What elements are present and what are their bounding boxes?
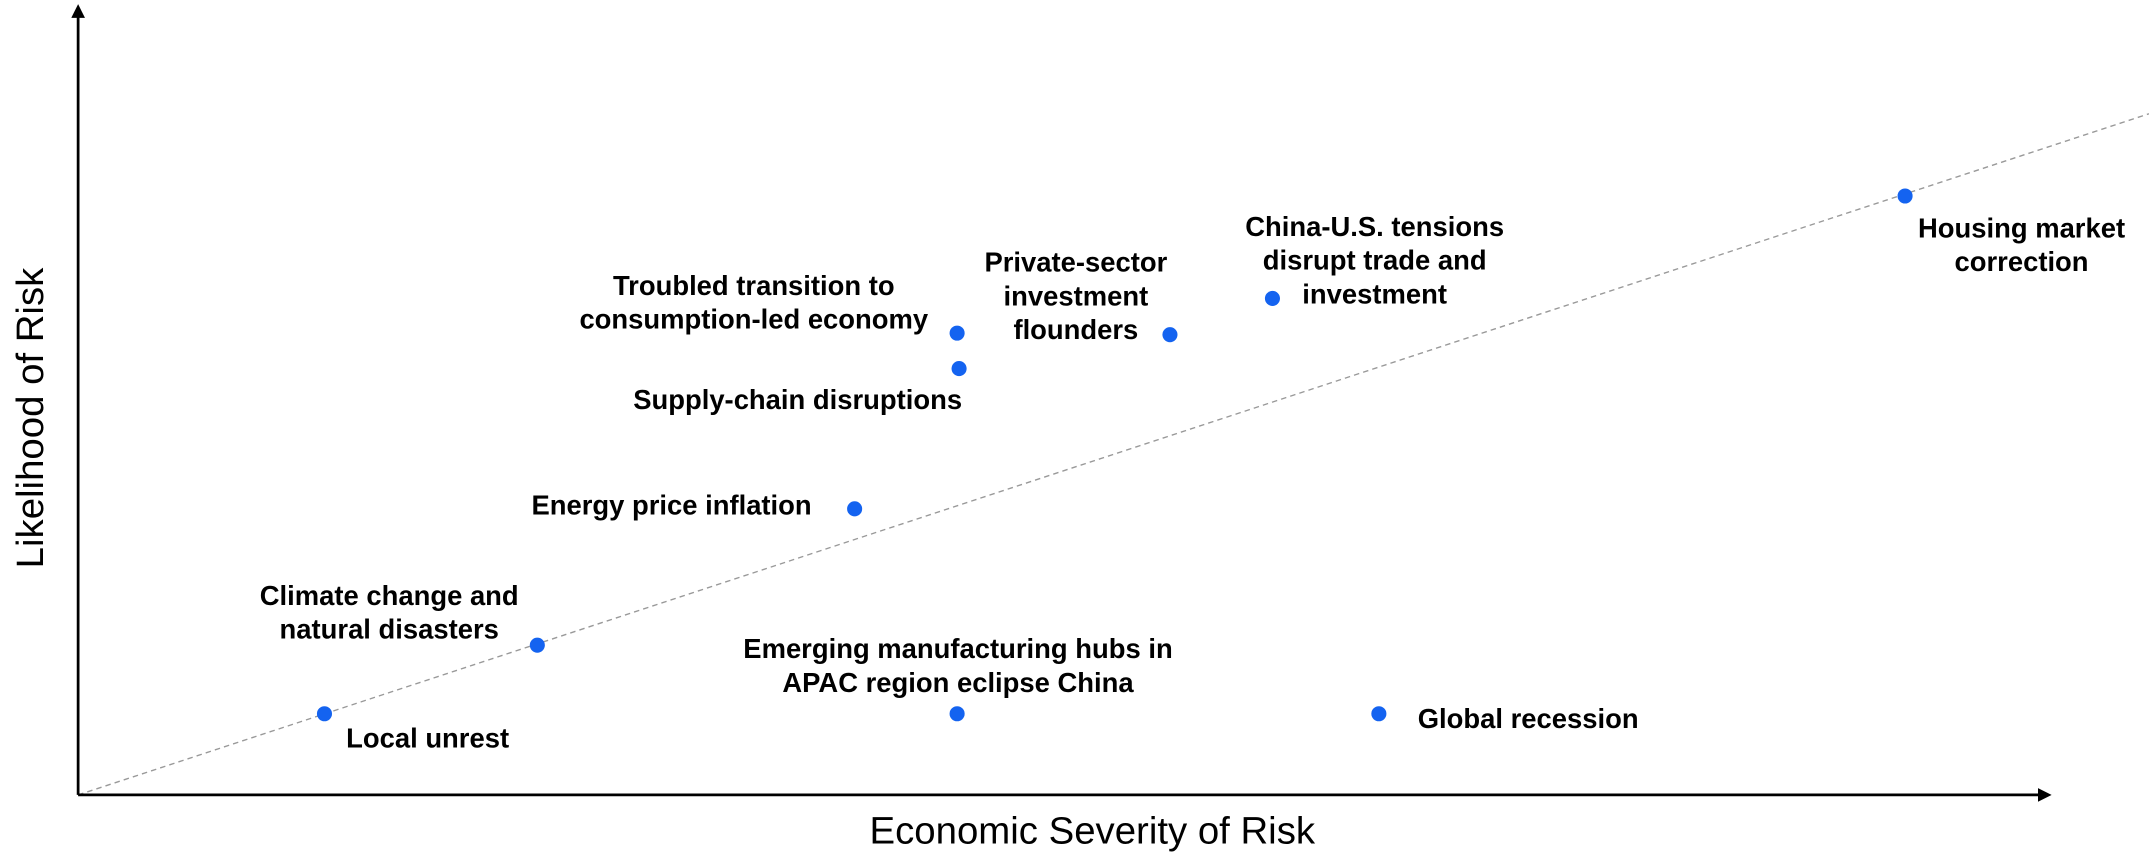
point-label: Private-sector [984, 247, 1167, 278]
point-label: natural disasters [280, 613, 499, 644]
point [529, 637, 545, 653]
point [1897, 188, 1913, 204]
point-label: APAC region eclipse China [782, 667, 1134, 698]
point-label: Supply-chain disruptions [633, 384, 962, 415]
point [951, 361, 967, 377]
point [1162, 327, 1178, 343]
point-label: Troubled transition to [613, 270, 895, 301]
point-label: flounders [1013, 314, 1138, 345]
point-label: Local unrest [346, 722, 509, 753]
point [949, 706, 965, 722]
point-label: China-U.S. tensions [1245, 211, 1504, 242]
point [316, 706, 333, 722]
point-label: disrupt trade and [1263, 245, 1487, 276]
point [1264, 290, 1280, 306]
point-label: Housing market [1918, 212, 2125, 243]
point-label: Global recession [1418, 703, 1639, 734]
point [949, 325, 965, 341]
point [847, 501, 863, 517]
point-label: consumption-led economy [579, 304, 928, 335]
point-label: correction [1955, 246, 2089, 277]
point-label: Climate change and [260, 580, 519, 611]
point-label: investment [1302, 278, 1447, 309]
y-axis-title: Likelihood of Risk [9, 267, 52, 568]
point-label: investment [1004, 280, 1149, 311]
point-label: Energy price inflation [531, 489, 811, 520]
trend-line [77, 113, 2149, 796]
point [1371, 706, 1387, 722]
x-axis-title: Economic Severity of Risk [870, 809, 1316, 852]
point-label: Emerging manufacturing hubs in [743, 633, 1172, 664]
